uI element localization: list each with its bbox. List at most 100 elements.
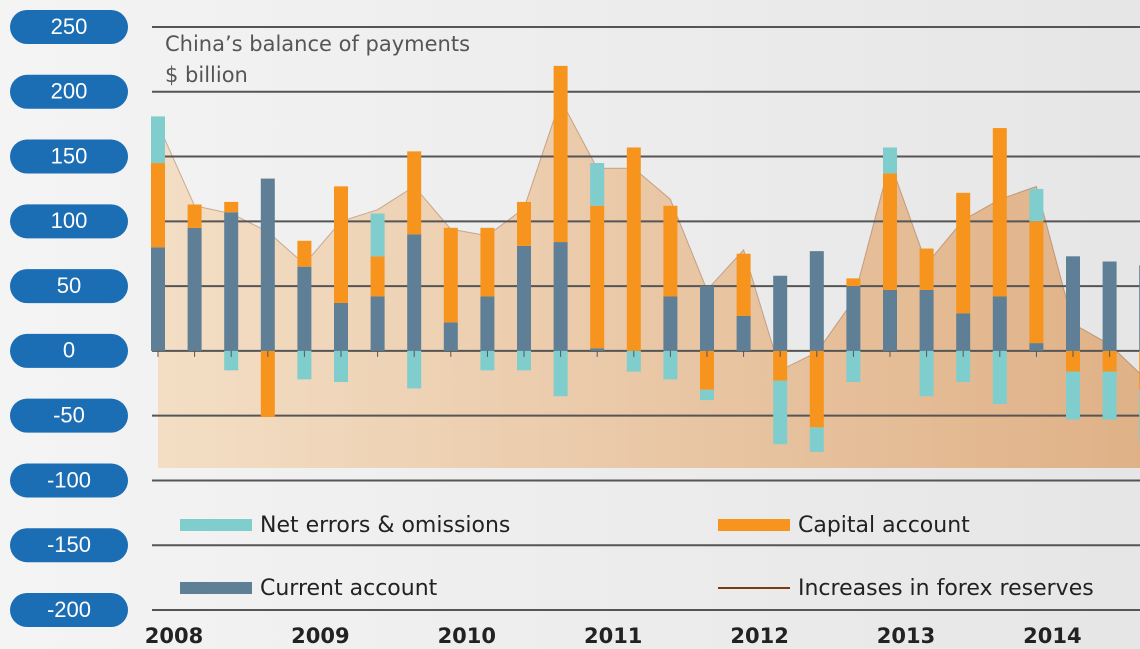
bar-segment [151,247,165,351]
bar-segment [773,380,788,445]
bar-segment [663,350,678,380]
y-tick-label: 100 [51,208,88,233]
legend-swatch [180,519,252,531]
x-tick-label: 2014 [1023,624,1081,648]
bar-segment [773,350,788,381]
bar-segment [553,350,568,397]
legend-swatch [718,519,790,531]
bar-segment [224,212,239,351]
bar-segment [919,248,934,290]
bar-segment [700,286,714,351]
bar-segment [443,322,458,351]
bar-segment [1102,261,1117,351]
bar-segment [407,234,422,351]
x-tick-label: 2012 [730,624,788,648]
bar-segment [736,315,751,351]
y-tick-pill [10,10,128,44]
bar-segment [992,350,1007,405]
bar-segment [480,227,495,297]
bar-segment [809,251,824,351]
bar-segment [334,186,348,303]
bar-segment [480,296,495,351]
bar-segment [480,350,495,371]
y-tick-label: -100 [47,467,91,492]
x-tick-label: 2009 [291,624,349,648]
bar-segment [260,350,275,417]
y-tick-pill [10,333,128,368]
y-tick-label: 50 [57,273,81,298]
bar-segment [590,348,605,351]
bar-segment [956,192,971,314]
bar-segment [407,151,422,235]
y-tick-label: 150 [51,143,88,168]
x-tick-label: 2013 [877,624,935,648]
y-tick-pill [10,204,128,239]
y-tick-pill [10,463,128,498]
bar-segment [773,275,788,351]
bar-segment [809,350,824,428]
bar-segment [407,350,422,389]
legend-swatch [180,582,252,594]
x-tick-label: 2010 [438,624,496,648]
bar-segment [297,266,312,351]
bar-segment [334,350,348,382]
bar-segment [809,427,824,452]
bar-segment [883,173,897,290]
bar-segment [919,289,934,351]
y-tick-pill [10,269,128,304]
bar-segment [1066,350,1080,372]
bar-segment [663,296,678,351]
bar-segment [517,245,531,351]
bar-segment [297,350,312,380]
y-tick-pill [10,139,128,174]
bar-segment [1029,343,1044,351]
x-tick-label: 2008 [145,624,203,648]
chart-title: China’s balance of payments [165,32,470,56]
bar-segment [553,65,568,243]
bar-segment [1102,350,1117,372]
y-tick-label: -200 [47,597,91,622]
bar-segment [1066,256,1080,351]
bar-segment [443,227,458,323]
bar-segment [956,313,971,351]
bar-segment [590,205,605,349]
y-tick-pill [10,74,128,109]
bar-segment [151,163,165,248]
y-tick-pill [10,593,128,627]
y-tick-label: -50 [53,402,85,427]
bar-segment [370,296,385,351]
chart-subtitle: $ billion [165,63,248,87]
bar-segment [1029,188,1044,222]
bar-segment [1029,221,1044,344]
bar-segment [297,240,312,267]
y-tick-pill [10,398,128,433]
bar-segment [846,286,861,351]
legend-label: Increases in forex reserves [798,576,1094,601]
bar-segment [370,213,385,257]
bar-segment [334,302,348,351]
bar-segment [992,128,1007,297]
bar-segment [883,289,897,351]
bar-segment [1066,371,1080,420]
bar-segment [553,242,568,351]
bar-segment [260,178,275,351]
bar-segment [187,227,202,351]
bar-segment [883,147,897,174]
x-tick-label: 2011 [584,624,642,648]
bar-segment [626,350,641,372]
bar-segment [224,201,239,213]
bar-segment [700,350,714,390]
y-tick-label: -150 [47,532,91,557]
bar-segment [370,256,385,297]
bar-segment [517,350,531,371]
y-tick-label: 250 [51,14,88,39]
y-tick-pill [10,528,128,563]
bar-segment [151,116,165,164]
bar-segment [626,147,641,351]
bar-segment [956,350,971,382]
bar-segment [517,201,531,246]
bar-segment [992,296,1007,351]
forex-line [157,98,1140,375]
bar-segment [663,205,678,297]
